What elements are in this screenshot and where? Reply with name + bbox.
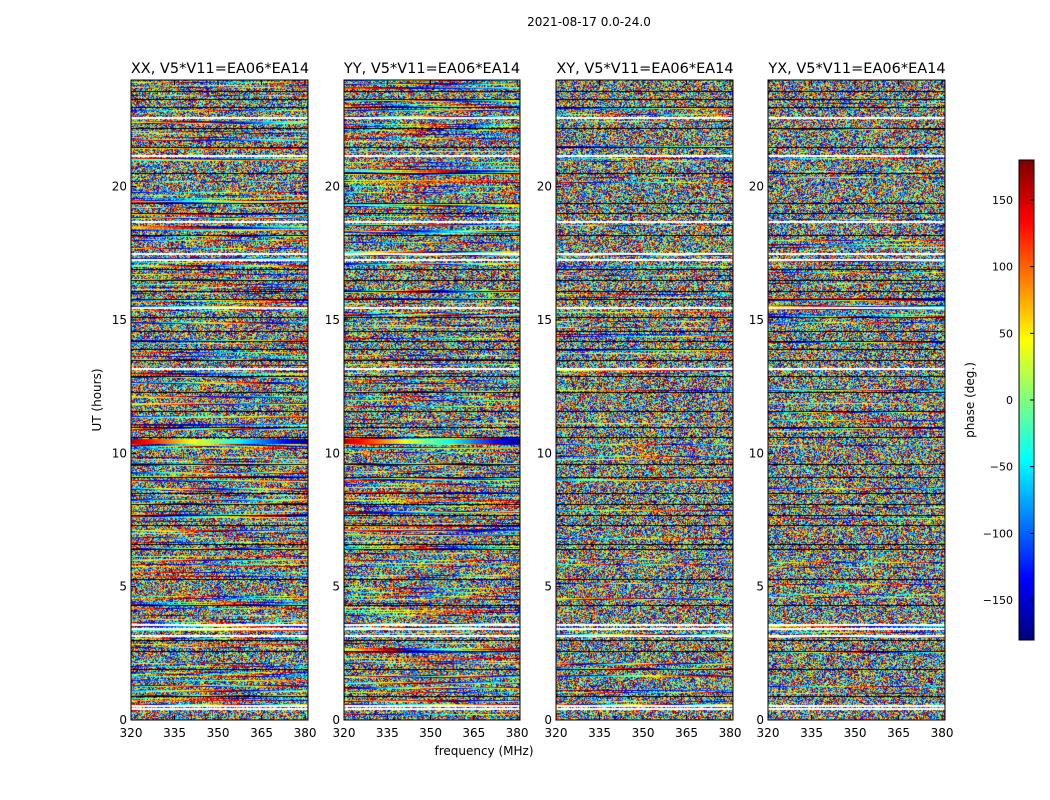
- colorbar-tick-label: 50: [999, 327, 1013, 340]
- x-tick-label: 350: [207, 726, 230, 740]
- x-tick-label: 365: [675, 726, 698, 740]
- x-tick-label: 320: [333, 726, 356, 740]
- plot-frame-yy: [343, 79, 521, 721]
- y-tick-label: 5: [544, 580, 552, 594]
- y-tick-label: 5: [332, 580, 340, 594]
- x-tick-label: 335: [588, 726, 611, 740]
- colorbar-tick-label: 0: [1006, 394, 1013, 407]
- x-tick-label: 335: [163, 726, 186, 740]
- colorbar: 150 100 50 0 −50 −100 −150 phase (deg.): [963, 159, 1035, 641]
- y-tick-label: 15: [537, 313, 552, 327]
- y-tick-label: 20: [749, 180, 764, 194]
- phase-heatmap-xy: [556, 80, 733, 720]
- y-tick-label: 0: [332, 713, 340, 727]
- x-ticks-yx: 320 335 350 365 380: [757, 80, 954, 740]
- y-ticks-yx: 0 5 10 15 20: [749, 180, 945, 727]
- y-tick-label: 10: [112, 446, 127, 460]
- y-tick-label: 20: [112, 180, 127, 194]
- y-tick-label: 5: [119, 580, 127, 594]
- x-ticks-xy: 320 335 350 365 380: [545, 80, 742, 740]
- colorbar-label: phase (deg.): [963, 362, 977, 438]
- y-ticks-yy: 0 5 10 15 20: [325, 180, 520, 727]
- y-tick-label: 10: [325, 446, 340, 460]
- x-tick-label: 365: [250, 726, 273, 740]
- x-tick-label: 365: [462, 726, 485, 740]
- x-tick-label: 335: [800, 726, 823, 740]
- y-axis-label: UT (hours): [90, 368, 104, 431]
- x-tick-label: 365: [887, 726, 910, 740]
- plot-frame-yx: [767, 79, 946, 721]
- y-tick-label: 10: [749, 446, 764, 460]
- plot-frame-xx: [130, 79, 309, 721]
- y-ticks-xx: 0 5 10 15 20: [112, 180, 308, 727]
- x-axis-label: frequency (MHz): [434, 744, 533, 758]
- y-ticks-xy: 0 5 10 15 20: [537, 180, 733, 727]
- plot-frame-xy: [555, 79, 734, 721]
- panel-title-xy: XY, V5*V11=EA06*EA14: [556, 61, 733, 77]
- y-tick-label: 10: [537, 446, 552, 460]
- colorbar-tick-label: −50: [990, 461, 1013, 474]
- colorbar-tick-label: 100: [992, 261, 1013, 274]
- panel-yy: YY, V5*V11=EA06*EA14 320 335 350 365 380 0 5 1…: [325, 61, 529, 740]
- y-tick-label: 15: [325, 313, 340, 327]
- x-tick-label: 320: [757, 726, 780, 740]
- y-tick-label: 15: [749, 313, 764, 327]
- y-tick-label: 20: [325, 180, 340, 194]
- x-ticks-yy: 320 335 350 365 380: [333, 80, 529, 740]
- x-tick-label: 350: [632, 726, 655, 740]
- x-tick-label: 320: [545, 726, 568, 740]
- x-tick-label: 380: [719, 726, 742, 740]
- panel-title-yy: YY, V5*V11=EA06*EA14: [343, 61, 520, 77]
- panel-title-xx: XX, V5*V11=EA06*EA14: [131, 61, 309, 77]
- x-ticks-xx: 320 335 350 365 380: [120, 80, 317, 740]
- y-tick-label: 0: [756, 713, 764, 727]
- colorbar-tick-label: −150: [983, 594, 1013, 607]
- x-tick-label: 380: [506, 726, 529, 740]
- colorbar-tick-label: 150: [992, 194, 1013, 207]
- panel-title-yx: YX, V5*V11=EA06*EA14: [767, 61, 945, 77]
- panel-yx: YX, V5*V11=EA06*EA14 320 335 350 365 380 0 5 1…: [749, 61, 954, 740]
- x-tick-label: 335: [376, 726, 399, 740]
- x-tick-label: 350: [419, 726, 442, 740]
- y-tick-label: 5: [756, 580, 764, 594]
- colorbar-gradient: [1019, 160, 1034, 640]
- y-tick-label: 20: [537, 180, 552, 194]
- x-tick-label: 380: [294, 726, 317, 740]
- phase-heatmap-yx: [768, 80, 945, 720]
- phase-heatmap-yy: [344, 80, 520, 720]
- panel-xx: XX, V5*V11=EA06*EA14 320 335 350 365 380 0 5 1…: [112, 61, 317, 740]
- figure-title: 2021-08-17 0.0-24.0: [527, 15, 651, 29]
- x-tick-label: 380: [931, 726, 954, 740]
- phase-heatmap-xx: [131, 80, 308, 720]
- x-tick-label: 350: [844, 726, 867, 740]
- colorbar-ticks: 150 100 50 0 −50 −100 −150: [983, 194, 1034, 607]
- y-tick-label: 0: [119, 713, 127, 727]
- x-tick-label: 320: [120, 726, 143, 740]
- y-tick-label: 0: [544, 713, 552, 727]
- y-tick-label: 15: [112, 313, 127, 327]
- panel-xy: XY, V5*V11=EA06*EA14 320 335 350 365 380 0 5 1…: [537, 61, 742, 740]
- colorbar-tick-label: −100: [983, 527, 1013, 540]
